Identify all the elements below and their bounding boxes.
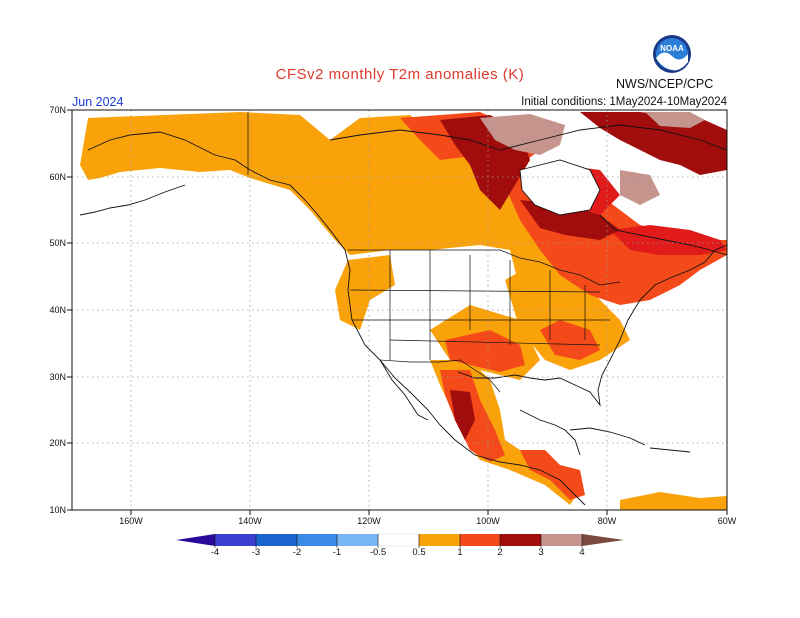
lat-label: 70N [49, 105, 66, 115]
colorbar-label: -2 [292, 547, 302, 558]
colorbar [176, 533, 624, 548]
lat-label: 30N [49, 372, 66, 382]
lat-label: 10N [49, 505, 66, 515]
coastline-aleutians [79, 184, 186, 216]
lon-label: 140W [238, 516, 262, 526]
colorbar-bin-1-05 [337, 534, 378, 546]
lon-label: 120W [357, 516, 381, 526]
valid-month-label: Jun 2024 [72, 95, 124, 109]
colorbar-bin-3-4 [541, 534, 582, 546]
anomaly-region-caribbean-sa [620, 492, 727, 510]
coastline-cuba [569, 427, 646, 446]
colorbar-bin-2-3 [500, 534, 541, 546]
lat-label: 20N [49, 438, 66, 448]
coastline-labrador [599, 214, 728, 256]
initial-conditions-label: Initial conditions: 1May2024-10May2024 [521, 96, 727, 108]
anomaly-region-labrador [610, 225, 727, 255]
noaa-logo-text: NOAA [660, 44, 684, 53]
colorbar-label: 0.5 [412, 547, 426, 558]
colorbar-arrow-low [176, 534, 215, 546]
lat-label: 50N [49, 238, 66, 248]
coastline-hudson [519, 159, 601, 216]
coastline-arctic [329, 124, 728, 151]
anomaly-region-labrador-sea [620, 170, 660, 205]
lat-label: 40N [49, 305, 66, 315]
anomaly-region-quebec [520, 200, 620, 240]
colorbar-label: 4 [579, 547, 585, 558]
border-states-2 [349, 289, 610, 346]
anomaly-region-texas [445, 330, 525, 372]
coastline-alaska [87, 131, 586, 506]
colorbar-label: -3 [251, 547, 261, 558]
coastline-baja [379, 359, 429, 421]
coastline-hispaniola [649, 447, 691, 453]
colorbar-arrow-high [582, 534, 624, 546]
colorbar-label: -1 [332, 547, 342, 558]
map-title: CFSv2 monthly T2m anomalies (K) [275, 66, 525, 83]
lat-label: 60N [49, 172, 66, 182]
coastline-layer [79, 124, 728, 506]
colorbar-bin-neutral [377, 533, 420, 547]
border-us-canada [348, 249, 621, 286]
colorbar-bin-2-1 [297, 534, 337, 546]
colorbar-label: -0.5 [369, 547, 387, 558]
anomaly-region-central-america [520, 450, 585, 500]
anomaly-region-great-lakes-east [505, 260, 630, 370]
agency-label: NWS/NCEP/CPC [616, 77, 714, 91]
colorbar-bin-4-3 [215, 534, 256, 546]
colorbar-label: 2 [497, 547, 503, 558]
axis-ticks [67, 109, 728, 515]
gridlines [72, 110, 727, 510]
noaa-logo-icon: NOAA [653, 35, 691, 73]
border-states-1 [389, 250, 586, 360]
anomaly-region-baffin [580, 112, 727, 175]
hudson-bay-water [520, 160, 600, 215]
colorbar-bin-3-2 [256, 534, 297, 546]
anomaly-region-mexico-hot [450, 390, 475, 440]
lon-label: 60W [717, 516, 737, 526]
colorbar-bin-05-1 [419, 534, 460, 546]
coastline-gulf [457, 244, 728, 407]
colorbar-label: -4 [210, 547, 220, 558]
lon-label: 160W [119, 516, 143, 526]
anomaly-region-baffin-top [645, 112, 705, 128]
anomaly-fill-layer [80, 112, 727, 510]
colorbar-bin-1-2 [460, 534, 500, 546]
colorbar-label: 3 [538, 547, 544, 558]
colorbar-label: 1 [457, 547, 463, 558]
coastline-yucatan [519, 409, 581, 456]
lon-label: 100W [476, 516, 500, 526]
anomaly-region-hudson-center [480, 114, 565, 155]
border-layer [247, 112, 621, 393]
border-us-mexico [379, 359, 501, 393]
lon-label: 80W [597, 516, 617, 526]
anomaly-region-western-us [335, 255, 395, 330]
